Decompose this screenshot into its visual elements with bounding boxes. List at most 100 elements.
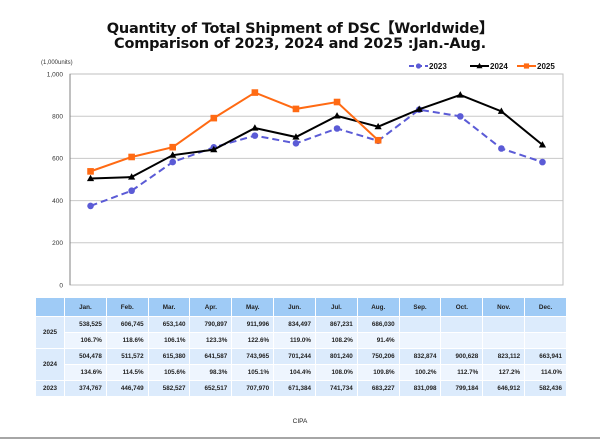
ratio-cell: 108.0% [314,364,358,381]
table-header-row: Jan. Feb. Mar. Apr. May. Jun. Jul. Aug. Sep. Oct.… [35,297,567,317]
ratio-cell: 105.1% [231,364,275,381]
table-corner [35,297,65,317]
units-cell: 446,749 [105,380,149,397]
table-row-ratio-2025: 106.7% 118.6% 106.1% 123.3% 122.6% 119.0% 108.… [36,332,567,349]
units-cell: 911,996 [231,316,275,333]
ratio-cell [398,332,442,349]
ratio-cell: 100.2% [398,364,442,381]
ratio-cell: 91.4% [356,332,400,349]
column-header-sep: Sep. [398,297,442,317]
row-label-year: 2025 [35,316,65,349]
ratio-cell: 123.3% [189,332,233,349]
series-2023 [87,106,546,210]
data-point-2024 [86,174,95,182]
units-cell: 582,436 [524,380,567,397]
column-header-aug: Aug. [356,297,400,317]
series-group [86,89,547,210]
units-cell: 641,587 [189,348,233,365]
table-row-units-2023: 2023 374,767 446,749 582,527 652,517 707,970 6… [35,380,567,397]
y-tick-label: 400 [52,198,63,205]
table-body: 2025 538,525 606,745 653,140 790,897 911,996 8… [35,316,567,397]
units-cell: 504,478 [64,348,107,365]
data-point-2024 [210,145,218,153]
ratio-cell: 114.0% [524,364,567,381]
units-cell: 707,970 [231,380,275,397]
units-cell: 374,767 [64,380,107,397]
units-cell: 799,184 [440,380,484,397]
data-point-2024 [497,107,505,114]
units-cell: 790,897 [189,316,233,333]
ratio-cell [482,332,526,349]
data-point-2025 [169,143,177,151]
data-point-2023 [456,113,464,120]
ratio-cell: 134.6% [64,364,107,381]
ratio-cell: 104.4% [273,364,316,381]
legend-item-2025: 2025 [517,62,555,71]
units-cell: 683,227 [356,380,400,397]
legend-marker-2025 [523,63,530,69]
column-header-feb: Feb. [105,297,149,317]
ratio-cell: 127.2% [482,364,526,381]
series-2025 [87,89,382,175]
data-point-2024 [333,112,341,119]
data-point-2025 [333,98,341,106]
column-header-oct: Oct. [440,297,484,317]
source-label: CIPA [292,418,308,425]
data-point-2024 [538,141,547,148]
data-point-2025 [251,89,259,96]
unit-label: (1,000units) [41,60,73,66]
y-tick-label: 200 [52,240,63,247]
units-cell: 701,244 [273,348,316,365]
table-row-units-2024: 2024 504,478 511,572 615,380 641,587 743,965 7… [35,348,567,381]
legend-marker-2023 [415,63,422,69]
ratio-cell: 118.6% [105,332,149,349]
units-cell: 750,206 [356,348,400,365]
series-line-2023 [90,108,543,207]
series-line-2025 [90,91,379,173]
line-chart: 0 200 400 600 800 1,000 2023 2024 2025 [47,62,564,289]
units-cell: 538,525 [64,316,107,333]
series-2024 [86,91,547,182]
legend-item-2023: 2023 [409,62,447,71]
units-cell: 867,231 [314,316,358,333]
units-cell: 615,380 [147,348,191,365]
ratio-cell: 108.2% [314,332,358,349]
ratio-cell: 109.8% [356,364,400,381]
ratio-cell: 112.7% [440,364,484,381]
units-cell: 823,112 [482,348,526,365]
y-tick-label: 0 [59,282,63,289]
data-point-2023 [292,140,300,147]
column-header-jul: Jul. [314,297,358,317]
units-cell [398,316,442,333]
units-cell: 606,745 [105,316,149,333]
data-point-2023 [169,158,177,166]
column-header-may: May. [231,297,275,317]
ratio-cell: 119.0% [273,332,316,349]
legend-label-2023: 2023 [429,62,447,71]
units-cell: 743,965 [231,348,275,365]
data-point-2023 [87,202,94,210]
ratio-cell: 122.6% [231,332,275,349]
data-point-2025 [87,168,94,175]
data-point-2025 [128,153,135,161]
data-table: Jan. Feb. Mar. Apr. May. Jun. Jul. Aug. Sep. Oct.… [35,297,567,397]
data-point-2024 [169,151,177,158]
data-point-2023 [498,145,505,152]
ratio-cell: 98.3% [189,364,233,381]
chart-subtitle: Comparison of 2023, 2024 and 2025 :Jan.-… [114,36,486,52]
data-point-2024 [415,105,423,112]
units-cell: 831,098 [398,380,442,397]
units-cell: 741,734 [314,380,358,397]
y-tick-label: 800 [52,114,63,121]
data-point-2024 [456,91,464,98]
data-point-2023 [128,187,135,195]
y-tick-label: 600 [52,156,63,163]
legend: 2023 2024 2025 [409,62,555,71]
units-cell [482,316,526,333]
legend-label-2024: 2024 [490,62,508,71]
column-header-jun: Jun. [273,297,316,317]
column-header-jan: Jan. [64,297,107,317]
data-point-2025 [292,105,300,113]
legend-label-2025: 2025 [537,62,555,71]
